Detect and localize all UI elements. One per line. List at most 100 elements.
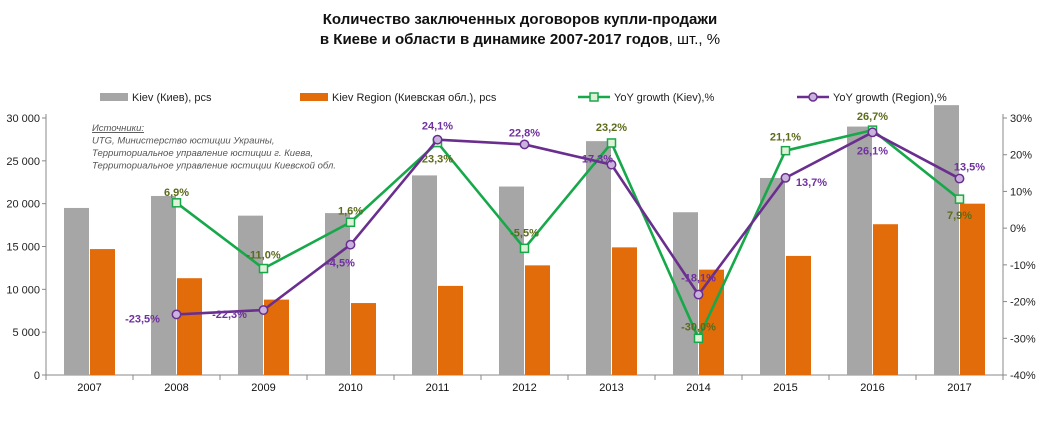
legend-label: Kiev Region (Киевская обл.), pcs — [332, 92, 497, 104]
bar-kiev — [760, 177, 785, 375]
source-heading: Источники: — [92, 123, 144, 134]
bar-kiev — [499, 186, 524, 375]
source-line: UTG, Министерство юстиции Украины, — [92, 136, 275, 147]
marker-yoy-kiev — [345, 217, 356, 228]
marker-yoy-kiev — [780, 145, 791, 156]
data-label-yoy-kiev: 7,9% — [947, 210, 972, 222]
data-label-yoy-region: 26,1% — [857, 145, 888, 157]
chart-title-line2-bold: в Киеве и области в динамике 2007-2017 г… — [319, 31, 669, 48]
line-yoy-region — [176, 131, 961, 316]
marker-yoy-region — [345, 239, 356, 250]
data-label-yoy-region: -18,1% — [681, 273, 716, 285]
data-label-yoy-kiev: 23,2% — [596, 122, 627, 134]
bar-kiev — [412, 175, 437, 375]
marker-yoy-region — [693, 289, 704, 300]
right-axis-tick-label: -10% — [1010, 260, 1036, 272]
legend-swatch — [300, 93, 328, 101]
bar-kiev — [586, 141, 611, 375]
left-axis-tick-label: 20 000 — [6, 199, 40, 211]
x-axis-tick-label: 2014 — [686, 382, 710, 394]
right-axis-tick-label: -20% — [1010, 297, 1036, 309]
chart-title-line2: в Киеве и области в динамике 2007-2017 г… — [0, 30, 1040, 50]
right-axis-tick-label: -40% — [1010, 370, 1036, 382]
marker-yoy-kiev — [258, 263, 269, 274]
left-axis-tick-label: 0 — [34, 370, 40, 382]
chart-title-line1: Количество заключенных договоров купли-п… — [322, 11, 718, 28]
x-axis-tick-label: 2011 — [426, 382, 450, 394]
bar-region — [438, 285, 463, 375]
left-axis-tick-label: 10 000 — [6, 284, 40, 296]
marker-yoy-region — [258, 305, 269, 315]
x-axis-tick-label: 2012 — [512, 382, 536, 394]
bar-region — [612, 247, 637, 375]
bar-region — [786, 255, 811, 375]
legend-marker — [589, 92, 599, 102]
source-line: Территориальное управление юстиции г. Ки… — [92, 148, 313, 159]
bar-kiev — [238, 215, 263, 375]
right-axis-tick-label: 10% — [1010, 186, 1032, 198]
legend-marker — [808, 92, 818, 102]
right-axis-tick-label: 0% — [1010, 223, 1026, 235]
data-label-yoy-region: -22,3% — [212, 309, 247, 321]
marker-yoy-kiev — [606, 138, 617, 148]
x-axis-tick-label: 2016 — [860, 382, 884, 394]
right-axis-tick-label: 30% — [1010, 113, 1032, 125]
bar-region — [351, 303, 376, 375]
x-axis-tick-label: 2009 — [251, 382, 275, 394]
marker-yoy-region — [606, 159, 617, 170]
marker-yoy-region — [780, 172, 791, 183]
data-label-yoy-kiev: -5,5% — [510, 227, 539, 239]
chart-title: Количество заключенных договоров купли-п… — [0, 10, 1040, 50]
data-label-yoy-kiev: 26,7% — [857, 111, 888, 123]
line-yoy-kiev — [175, 128, 961, 340]
bar-kiev — [64, 207, 89, 375]
bar-region — [264, 299, 289, 375]
right-axis-tick-label: 20% — [1010, 150, 1032, 162]
legend-swatch — [100, 93, 128, 101]
data-label-yoy-region: 17,3% — [582, 154, 613, 166]
data-label-yoy-region: 13,7% — [796, 177, 827, 189]
data-label-yoy-region: 24,1% — [422, 121, 453, 133]
x-axis-tick-label: 2007 — [77, 382, 101, 394]
marker-yoy-kiev — [171, 198, 182, 208]
bar-kiev — [151, 195, 176, 375]
marker-yoy-region — [954, 173, 965, 184]
marker-yoy-region — [867, 127, 878, 138]
x-axis-tick-label: 2015 — [773, 382, 797, 394]
bar-region — [525, 265, 550, 375]
bar-kiev — [325, 213, 350, 375]
marker-yoy-region — [171, 309, 182, 320]
bar-region — [873, 224, 898, 375]
data-label-yoy-kiev: 21,1% — [770, 132, 801, 144]
data-label-yoy-region: -4,5% — [326, 258, 355, 270]
marker-yoy-kiev — [693, 333, 704, 344]
data-label-yoy-region: 22,8% — [509, 127, 540, 139]
bar-kiev — [847, 126, 872, 375]
legend-label: Kiev (Киев), pcs — [132, 92, 212, 104]
data-label-yoy-kiev: -11,0% — [246, 250, 280, 262]
data-label-yoy-kiev: 23,3% — [422, 154, 453, 166]
x-axis-tick-label: 2008 — [164, 382, 188, 394]
bar-kiev — [934, 105, 959, 376]
marker-yoy-region — [519, 139, 530, 150]
right-axis-tick-label: -30% — [1010, 333, 1036, 345]
data-label-yoy-region: 13,5% — [954, 162, 985, 174]
data-label-yoy-kiev: 6,9% — [164, 187, 189, 199]
data-label-yoy-region: -23,5% — [125, 313, 160, 325]
x-axis-tick-label: 2010 — [338, 382, 362, 394]
left-axis-tick-label: 5 000 — [12, 327, 40, 339]
source-line: Территориальное управление юстиции Киевс… — [92, 161, 336, 172]
data-label-yoy-kiev: -30,0% — [681, 321, 716, 333]
marker-yoy-region — [432, 134, 443, 145]
bar-region — [90, 249, 115, 375]
chart-title-line2-light: , шт., % — [668, 31, 721, 48]
data-label-yoy-kiev: 1,6% — [338, 205, 363, 217]
left-axis-tick-label: 30 000 — [6, 113, 40, 125]
left-axis-tick-label: 15 000 — [6, 242, 40, 254]
marker-yoy-kiev — [519, 243, 530, 254]
x-axis-tick-label: 2013 — [599, 382, 623, 394]
legend-label: YoY growth (Region),% — [833, 92, 947, 104]
x-axis-tick-label: 2017 — [947, 382, 971, 394]
